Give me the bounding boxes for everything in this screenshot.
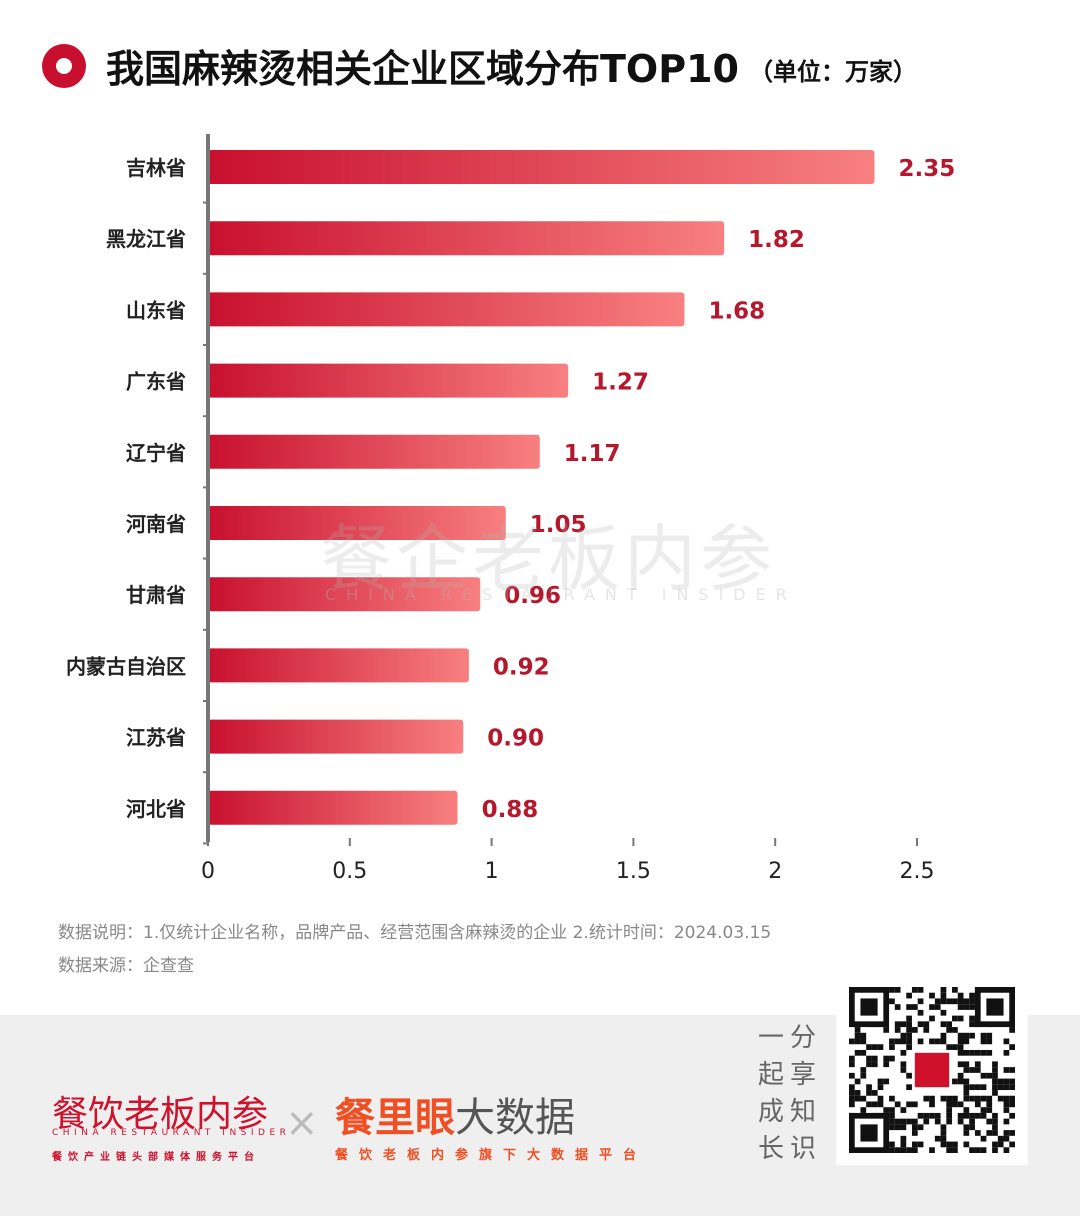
watermark: 餐企老板内参 [320, 517, 777, 601]
value-label: 1.82 [748, 227, 805, 253]
bigdata-logo-a: 餐里眼 [335, 1095, 455, 1141]
bigdata-tagline: 餐饮老板内参旗下大数据平台 [335, 1148, 648, 1163]
category-label: 河南省 [126, 512, 186, 536]
bar [208, 150, 875, 184]
brand-tagline: 餐饮产业链头部媒体服务平台 [52, 1152, 260, 1163]
category-label: 山东省 [126, 298, 186, 322]
category-label: 江苏省 [126, 726, 186, 750]
bar [208, 719, 464, 754]
x-tick-label: 2 [768, 859, 782, 884]
category-label: 吉林省 [126, 156, 186, 180]
bigdata-logo-b: 大数据 [455, 1095, 575, 1141]
bar-chart: 吉林省 2.35 黑龙江省 1.82 山东省 1.68 广东省 1.27 辽宁省 1.17 河南省 1… [66, 134, 955, 884]
notes: 数据说明：1.仅统计企业名称，品牌产品、经营范围含麻辣烫的企业 2.统计时间：2… [58, 917, 771, 983]
x-tick-label: 2.5 [900, 859, 935, 884]
bar [208, 648, 469, 683]
value-label: 0.90 [487, 726, 544, 752]
bar [208, 434, 540, 469]
bar [208, 790, 458, 825]
watermark-en: CHINA RESTAURANT INSIDER [325, 585, 797, 604]
value-label: 1.27 [592, 370, 649, 396]
bigdata-logo: 餐里眼大数据 [335, 1085, 575, 1143]
qr-code[interactable] [836, 975, 1028, 1165]
bar [208, 506, 506, 540]
x-tick-label: 0 [201, 859, 215, 884]
title-bullet-icon [42, 43, 86, 88]
category-label: 黑龙江省 [106, 227, 186, 251]
category-label: 辽宁省 [126, 441, 186, 465]
x-tick-label: 1 [485, 859, 499, 884]
data-note: 数据说明：1.仅统计企业名称，品牌产品、经营范围含麻辣烫的企业 2.统计时间：2… [58, 923, 772, 943]
bar [208, 363, 569, 398]
value-label: 0.92 [493, 654, 550, 680]
brand-logo-en: CHINA RESTAURANT INSIDER [52, 1128, 291, 1138]
collab-x: × [285, 1100, 319, 1146]
category-label: 甘肃省 [126, 583, 186, 607]
x-tick-label: 1.5 [616, 859, 651, 884]
value-label: 1.17 [564, 441, 621, 467]
title-row: 我国麻辣烫相关企业区域分布TOP10 （单位：万家） [42, 38, 917, 93]
bar [208, 221, 725, 256]
slogan: 一分起享成知长识 [758, 1023, 823, 1164]
category-label: 广东省 [126, 370, 186, 394]
bar [208, 577, 481, 612]
chart-title: 我国麻辣烫相关企业区域分布TOP10 [106, 47, 739, 91]
value-label: 0.88 [482, 797, 539, 823]
value-label: 0.96 [504, 583, 561, 609]
x-tick-label: 0.5 [332, 859, 367, 884]
value-label: 2.35 [898, 156, 955, 182]
unit-label: （单位：万家） [748, 58, 917, 86]
value-label: 1.68 [708, 298, 765, 324]
bar [208, 292, 685, 327]
value-label: 1.05 [530, 512, 587, 538]
category-label: 河北省 [126, 797, 186, 821]
data-source: 数据来源：企查查 [58, 956, 194, 976]
qr-code-icon [849, 987, 1015, 1153]
category-label: 内蒙古自治区 [66, 654, 186, 678]
brand-logo: 餐饮老板内参 [52, 1094, 269, 1135]
